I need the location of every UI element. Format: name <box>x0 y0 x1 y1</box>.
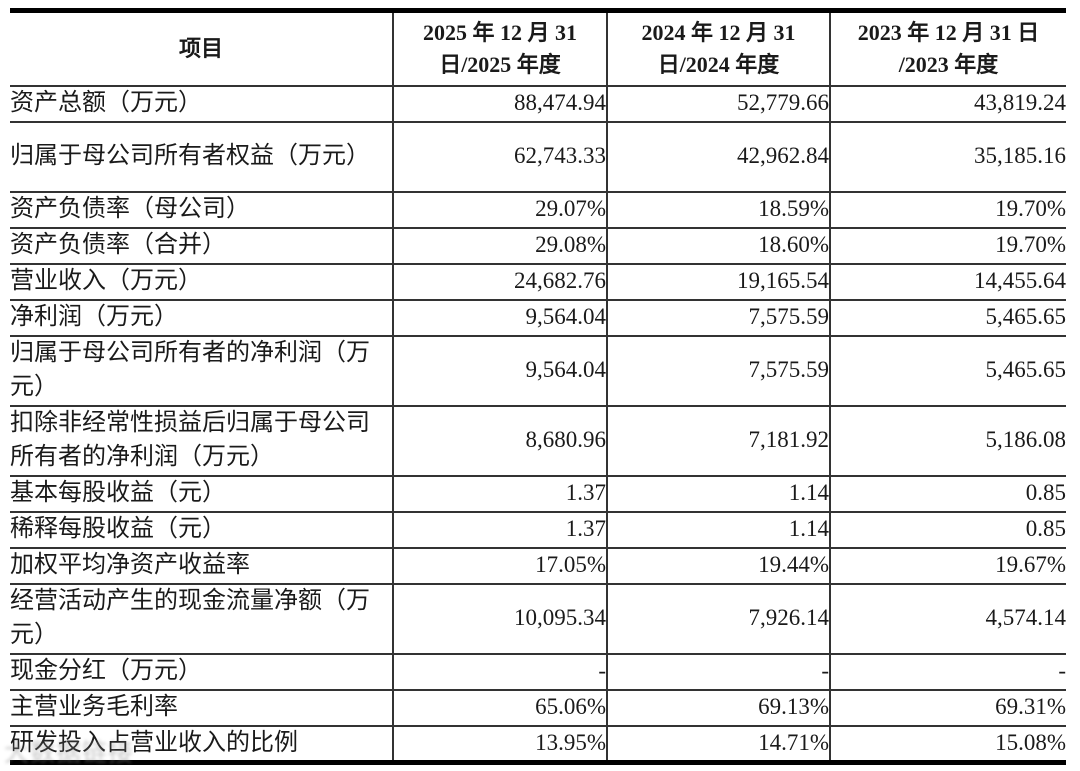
value-cell: 19.67% <box>829 547 1066 585</box>
financial-summary-table: 项目 2025 年 12 月 31 日/2025 年度 2024 年 12 月 … <box>10 8 1066 766</box>
value-cell: 18.59% <box>606 191 830 229</box>
value-cell: - <box>392 653 607 691</box>
value-cell: 29.07% <box>392 191 607 229</box>
value-cell: 42,962.84 <box>606 121 830 193</box>
row-label: 资产负债率（合并） <box>10 227 393 265</box>
table-row: 扣除非经常性损益后归属于母公司所有者的净利润（万元） 8,680.96 7,18… <box>10 405 1066 477</box>
column-header-2024: 2024 年 12 月 31 日/2024 年度 <box>606 10 830 87</box>
row-label: 经营活动产生的现金流量净额（万元） <box>10 583 393 655</box>
row-label: 归属于母公司所有者权益（万元） <box>10 121 393 193</box>
value-cell: 8,680.96 <box>392 405 607 477</box>
value-cell: 1.14 <box>606 511 830 549</box>
table-row: 基本每股收益（元） 1.37 1.14 0.85 <box>10 475 1066 513</box>
column-header-2023: 2023 年 12 月 31 日 /2023 年度 <box>829 10 1066 87</box>
value-cell: 24,682.76 <box>392 263 607 301</box>
row-label: 加权平均净资产收益率 <box>10 547 393 585</box>
value-cell: 29.08% <box>392 227 607 265</box>
row-label: 资产总额（万元） <box>10 85 393 123</box>
table-row: 经营活动产生的现金流量净额（万元） 10,095.34 7,926.14 4,5… <box>10 583 1066 655</box>
value-cell: 43,819.24 <box>829 85 1066 123</box>
row-label: 主营业务毛利率 <box>10 689 393 727</box>
value-cell: 19.44% <box>606 547 830 585</box>
row-label: 扣除非经常性损益后归属于母公司所有者的净利润（万元） <box>10 405 393 477</box>
row-label: 营业收入（万元） <box>10 263 393 301</box>
value-cell: 1.14 <box>606 475 830 513</box>
value-cell: 62,743.33 <box>392 121 607 193</box>
row-label: 净利润（万元） <box>10 299 393 337</box>
value-cell: 9,564.04 <box>392 335 607 407</box>
value-cell: 5,465.65 <box>829 335 1066 407</box>
table-row: 资产总额（万元） 88,474.94 52,779.66 43,819.24 <box>10 85 1066 123</box>
table-row: 净利润（万元） 9,564.04 7,575.59 5,465.65 <box>10 299 1066 337</box>
value-cell: 9,564.04 <box>392 299 607 337</box>
value-cell: 35,185.16 <box>829 121 1066 193</box>
value-cell: 10,095.34 <box>392 583 607 655</box>
value-cell: 88,474.94 <box>392 85 607 123</box>
row-label: 现金分红（万元） <box>10 653 393 691</box>
value-cell: 1.37 <box>392 475 607 513</box>
column-header-2025: 2025 年 12 月 31 日/2025 年度 <box>392 10 607 87</box>
value-cell: 13.95% <box>392 725 607 764</box>
value-cell: 17.05% <box>392 547 607 585</box>
value-cell: 7,181.92 <box>606 405 830 477</box>
value-cell: 65.06% <box>392 689 607 727</box>
value-cell: 7,575.59 <box>606 335 830 407</box>
value-cell: - <box>606 653 830 691</box>
row-label: 归属于母公司所有者的净利润（万元） <box>10 335 393 407</box>
value-cell: 0.85 <box>829 475 1066 513</box>
row-label: 稀释每股收益（元） <box>10 511 393 549</box>
value-cell: 14,455.64 <box>829 263 1066 301</box>
value-cell: 4,574.14 <box>829 583 1066 655</box>
table-row: 加权平均净资产收益率 17.05% 19.44% 19.67% <box>10 547 1066 585</box>
table-row: 资产负债率（母公司） 29.07% 18.59% 19.70% <box>10 191 1066 229</box>
table-row: 资产负债率（合并） 29.08% 18.60% 19.70% <box>10 227 1066 265</box>
row-label: 资产负债率（母公司） <box>10 191 393 229</box>
row-label: 基本每股收益（元） <box>10 475 393 513</box>
value-cell: 19.70% <box>829 191 1066 229</box>
value-cell: 15.08% <box>829 725 1066 764</box>
value-cell: - <box>829 653 1066 691</box>
value-cell: 18.60% <box>606 227 830 265</box>
value-cell: 52,779.66 <box>606 85 830 123</box>
table-row: 主营业务毛利率 65.06% 69.13% 69.31% <box>10 689 1066 727</box>
table-row: 归属于母公司所有者权益（万元） 62,743.33 42,962.84 35,1… <box>10 121 1066 193</box>
value-cell: 0.85 <box>829 511 1066 549</box>
value-cell: 5,465.65 <box>829 299 1066 337</box>
value-cell: 19,165.54 <box>606 263 830 301</box>
value-cell: 19.70% <box>829 227 1066 265</box>
column-header-item: 项目 <box>10 10 393 87</box>
value-cell: 1.37 <box>392 511 607 549</box>
table-row: 稀释每股收益（元） 1.37 1.14 0.85 <box>10 511 1066 549</box>
value-cell: 7,575.59 <box>606 299 830 337</box>
value-cell: 14.71% <box>606 725 830 764</box>
table-row: 现金分红（万元） - - - <box>10 653 1066 691</box>
value-cell: 7,926.14 <box>606 583 830 655</box>
row-label: 研发投入占营业收入的比例 <box>10 725 393 764</box>
value-cell: 69.31% <box>829 689 1066 727</box>
value-cell: 69.13% <box>606 689 830 727</box>
table-row: 研发投入占营业收入的比例 13.95% 14.71% 15.08% <box>10 725 1066 764</box>
value-cell: 5,186.08 <box>829 405 1066 477</box>
table-row: 归属于母公司所有者的净利润（万元） 9,564.04 7,575.59 5,46… <box>10 335 1066 407</box>
table-row: 营业收入（万元） 24,682.76 19,165.54 14,455.64 <box>10 263 1066 301</box>
table-header-row: 项目 2025 年 12 月 31 日/2025 年度 2024 年 12 月 … <box>10 10 1066 87</box>
